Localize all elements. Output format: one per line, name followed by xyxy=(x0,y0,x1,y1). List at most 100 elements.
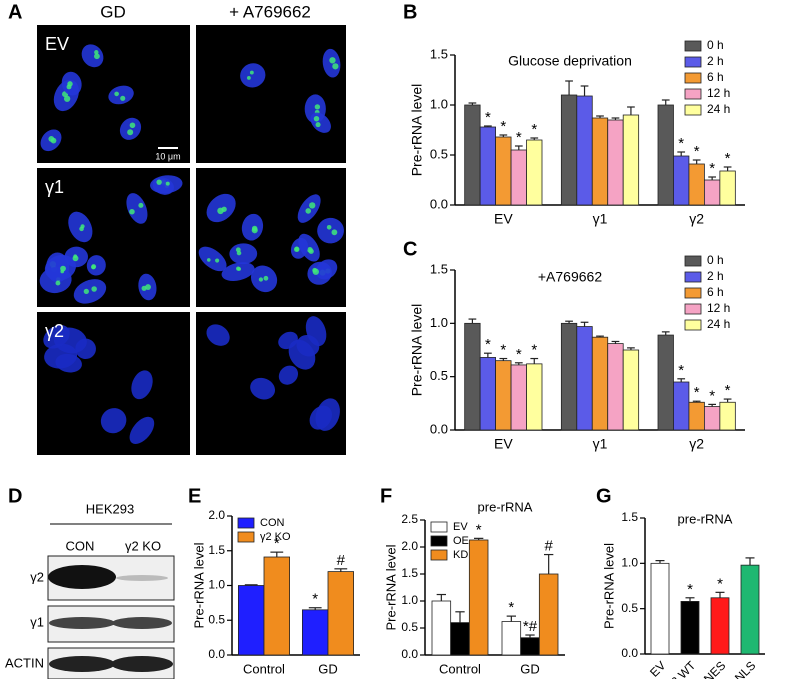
bar xyxy=(560,322,578,431)
legend-swatch xyxy=(684,88,702,100)
row-label: EV xyxy=(45,34,69,54)
significance-mark: * xyxy=(312,591,318,608)
nucleolus xyxy=(91,286,97,292)
bar xyxy=(495,136,512,206)
legend-label: 0 h xyxy=(707,253,724,267)
significance-mark: * xyxy=(485,336,491,353)
legend-label: KD xyxy=(453,549,468,561)
bar xyxy=(431,600,452,656)
blot-row-label: γ2 xyxy=(30,569,44,584)
bar xyxy=(591,336,609,431)
y-axis-label: Pre-rRNA level xyxy=(409,304,425,397)
nucleolus xyxy=(63,95,71,102)
legend-label: 6 h xyxy=(707,285,724,299)
y-axis-label: Pre-rRNA level xyxy=(383,544,398,630)
nucleolus xyxy=(237,267,242,271)
nucleolus xyxy=(129,208,135,215)
y-tick-label: 1.5 xyxy=(430,46,448,61)
nucleolus xyxy=(332,63,339,70)
nucleolus xyxy=(83,288,89,295)
micrograph xyxy=(37,25,190,163)
y-tick-label: 0.5 xyxy=(401,620,418,634)
micrograph xyxy=(196,25,346,163)
nucleolus xyxy=(309,202,316,209)
nucleus xyxy=(309,405,333,430)
column-label: + A769662 xyxy=(229,2,311,21)
nucleus xyxy=(206,324,230,346)
bar xyxy=(237,585,265,656)
bar xyxy=(495,360,512,431)
significance-mark: * xyxy=(694,384,700,401)
y-tick-label: 1.5 xyxy=(208,543,225,557)
nucleus xyxy=(317,217,344,244)
significance-mark: * xyxy=(500,342,506,359)
panel-label: D xyxy=(8,485,22,507)
nucleus xyxy=(126,193,148,224)
significance-mark: * xyxy=(500,118,506,135)
legend-label: 6 h xyxy=(707,70,724,84)
significance-mark: # xyxy=(544,538,553,555)
nucleus xyxy=(43,324,70,349)
nucleus xyxy=(86,255,106,276)
bar xyxy=(576,95,593,206)
x-tick-label: γ2 xyxy=(689,436,704,452)
nucleus xyxy=(119,117,142,140)
nucleolus xyxy=(138,202,144,208)
bar xyxy=(680,601,700,655)
panel-label: B xyxy=(403,1,417,23)
legend-swatch xyxy=(684,287,702,299)
nucleolus xyxy=(331,229,338,236)
x-tick-label: γ1 xyxy=(593,436,608,452)
y-tick-label: 1.5 xyxy=(430,261,448,276)
bar xyxy=(688,163,705,206)
significance-mark: * xyxy=(678,135,684,152)
y-tick-label: 1.5 xyxy=(621,510,638,524)
panel-label: C xyxy=(403,238,417,260)
legend-label: CON xyxy=(260,517,285,529)
nucleolus xyxy=(129,122,136,129)
bar xyxy=(526,363,543,431)
micrograph xyxy=(37,312,190,455)
y-axis-label: Pre-rRNA level xyxy=(601,543,616,629)
nucleolus xyxy=(145,284,151,290)
x-tick-label: GD xyxy=(318,661,338,676)
legend-swatch xyxy=(684,104,702,116)
significance-mark: * xyxy=(687,581,693,598)
x-tick-label: γ1 xyxy=(593,211,608,227)
legend-swatch xyxy=(237,517,255,529)
legend-swatch xyxy=(684,271,702,283)
nucleolus xyxy=(206,258,211,262)
nucleus xyxy=(129,416,155,444)
bar xyxy=(704,406,721,431)
bar xyxy=(327,571,355,656)
nucleolus xyxy=(80,224,85,229)
nucleus xyxy=(198,246,227,272)
x-tick-label: γ2 xyxy=(689,211,704,227)
x-tick-label: γ2 WT xyxy=(664,658,699,679)
significance-mark: * xyxy=(508,599,514,616)
nucleus xyxy=(55,353,82,373)
legend-swatch xyxy=(430,521,448,533)
nucleus xyxy=(100,408,127,434)
bar xyxy=(538,573,559,656)
significance-mark: * xyxy=(485,109,491,126)
nucleolus xyxy=(293,246,300,253)
y-tick-label: 1.0 xyxy=(401,593,418,607)
significance-mark: * xyxy=(678,362,684,379)
y-tick-label: 0.5 xyxy=(430,368,448,383)
bar xyxy=(657,104,674,206)
column-label: GD xyxy=(100,2,126,21)
nucleus xyxy=(288,339,316,370)
y-tick-label: 2.5 xyxy=(401,512,418,526)
nucleolus xyxy=(165,181,170,186)
y-tick-label: 1.0 xyxy=(208,578,225,592)
nucleolus xyxy=(263,275,269,281)
significance-mark: * xyxy=(516,129,522,146)
nucleolus xyxy=(94,53,100,60)
nucleolus xyxy=(50,137,57,144)
x-tick-label: Control xyxy=(439,661,481,676)
x-tick-label: EV xyxy=(494,436,513,452)
nucleus xyxy=(75,338,96,360)
y-tick-label: 1.0 xyxy=(621,556,638,570)
significance-mark: * xyxy=(725,150,731,167)
